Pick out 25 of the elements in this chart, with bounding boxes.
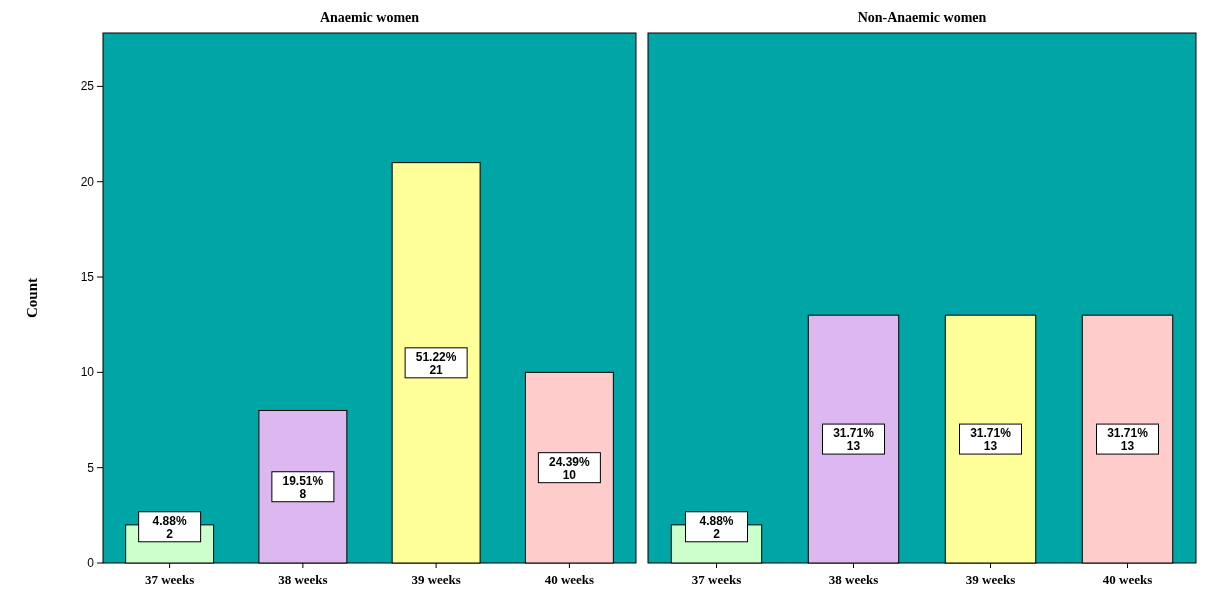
x-tick-label: 37 weeks xyxy=(144,572,195,587)
x-tick-label: 40 weeks xyxy=(1102,572,1153,587)
y-tick-label: 10 xyxy=(80,365,95,380)
data-label: 4.88% 2 xyxy=(152,513,187,541)
data-label: 51.22% 21 xyxy=(415,349,457,377)
x-tick-label: 38 weeks xyxy=(828,572,879,587)
y-tick-label: 5 xyxy=(87,460,95,475)
data-label: 19.51% 8 xyxy=(282,473,324,501)
data-label: 4.88% 2 xyxy=(699,513,734,541)
y-axis-title: Count xyxy=(24,277,40,319)
x-tick-label: 40 weeks xyxy=(544,572,595,587)
x-tick-label: 37 weeks xyxy=(691,572,742,587)
data-label: 31.71% 13 xyxy=(1107,426,1149,454)
data-label: 24.39% 10 xyxy=(549,454,591,482)
y-tick-label: 25 xyxy=(80,79,95,94)
y-tick-label: 0 xyxy=(87,556,95,570)
chart-title: Anaemic women xyxy=(319,10,420,25)
data-label: 31.71% 13 xyxy=(970,426,1012,454)
chart-title: Non-Anaemic women xyxy=(857,10,987,25)
y-tick-label: 15 xyxy=(80,270,95,285)
x-tick-label: 38 weeks xyxy=(278,572,328,587)
x-tick-label: 39 weeks xyxy=(965,572,1016,587)
data-label: 31.71% 13 xyxy=(833,426,875,454)
x-tick-label: 39 weeks xyxy=(411,572,461,587)
y-tick-label: 20 xyxy=(80,174,95,189)
